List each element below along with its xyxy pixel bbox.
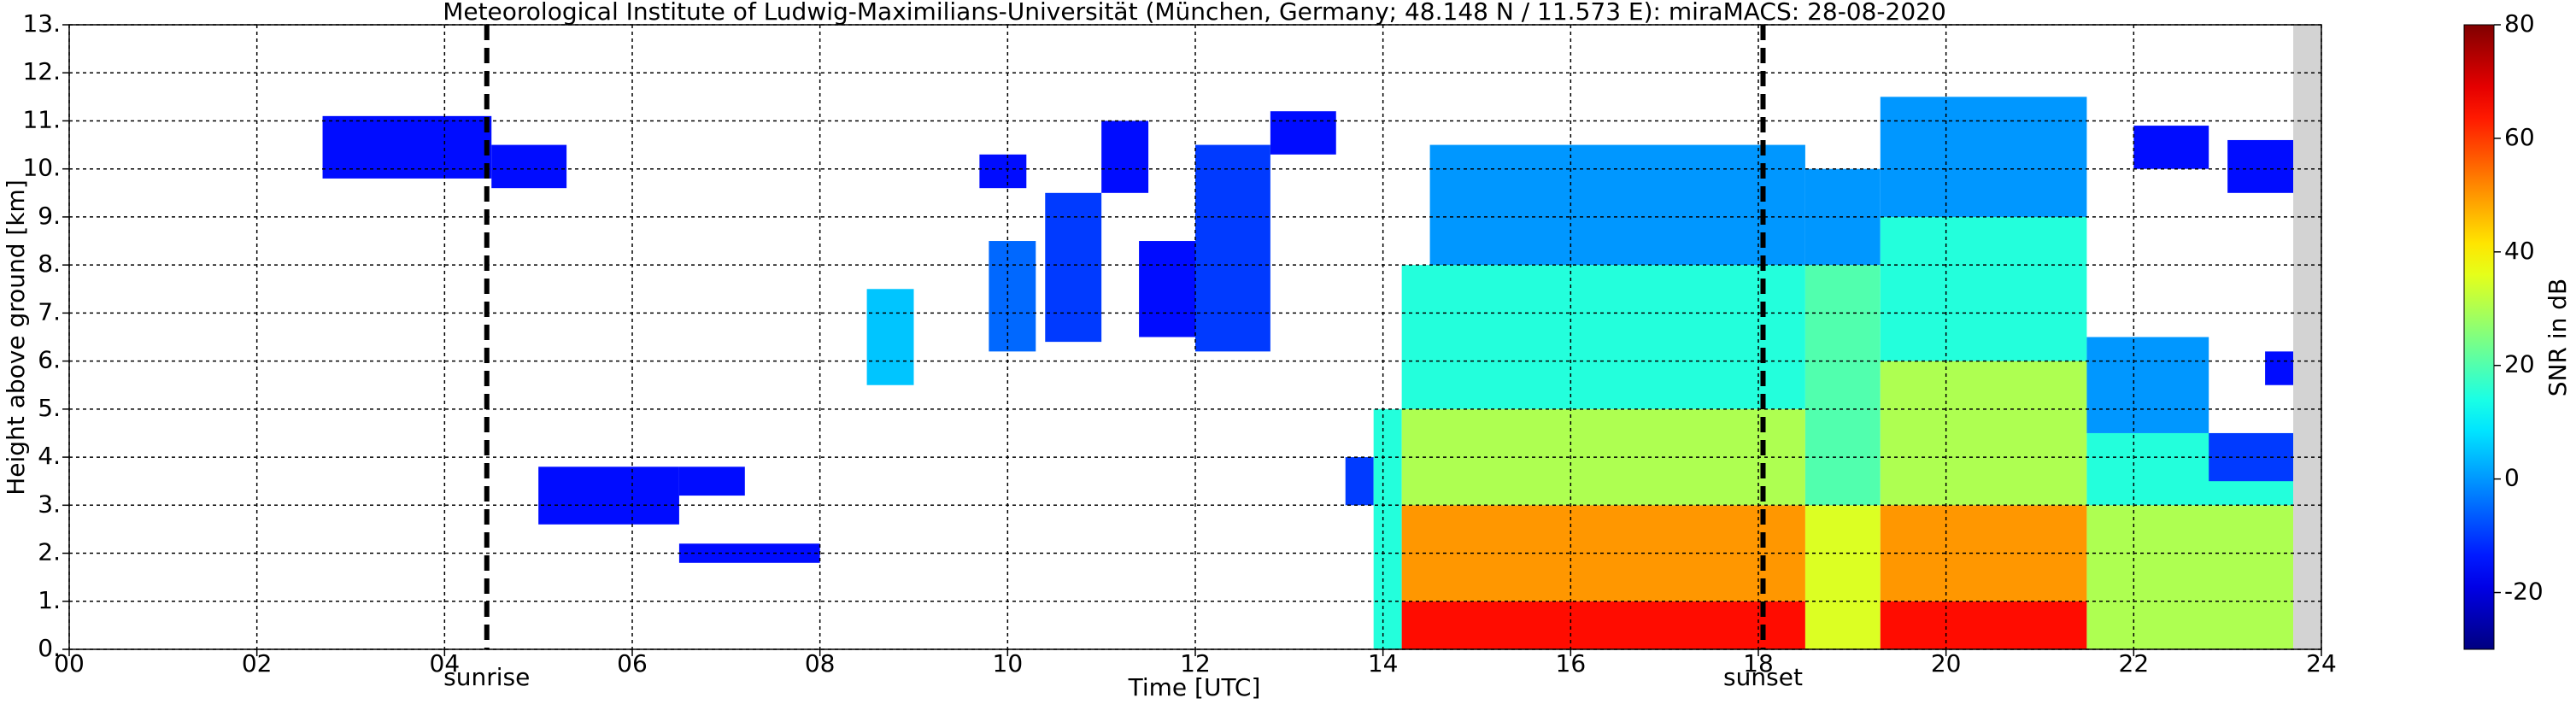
colorbar-tick-label: 60 [2504,123,2535,151]
echo-cell [2086,337,2209,433]
y-tick-label: 7. [38,297,61,326]
y-tick-label: 10. [22,154,61,182]
echo-cell [491,144,567,189]
y-tick-label: 1. [38,586,61,614]
x-tick-label: 20 [1931,649,1962,678]
echo-cell [538,466,679,525]
x-tick-label: 00 [54,649,85,678]
y-axis-label: Height above ground [km] [2,179,30,496]
y-tick-label: 4. [38,442,61,470]
echo-cell [1401,601,1805,649]
colorbar-tick-label: 0 [2504,464,2520,492]
annotation-label: sunset [1723,663,1803,691]
echo-cell [2227,139,2294,193]
plot-frame [68,24,2322,650]
y-tick-label: 2. [38,538,61,566]
echo-cell [1804,505,1881,649]
echo-cell [1429,144,1805,266]
echo-cell [1401,265,1805,409]
annotation-label: sunrise [443,663,530,691]
missing-data [2293,25,2321,649]
echo-cell [1270,111,1336,155]
echo-cell [2265,351,2294,385]
x-axis-label: Time [UTC] [1128,673,1261,701]
echo-cell [1373,408,1402,649]
echo-cell [1345,457,1374,506]
y-tick-label: 9. [38,202,61,230]
x-tick-label: 04 [430,649,461,678]
echo-cell [979,154,1027,189]
echo-cell [2086,505,2294,649]
x-tick-label: 16 [1556,649,1587,678]
x-tick-label: 24 [2306,649,2337,678]
x-tick-label: 14 [1368,649,1399,678]
echo-cell [678,543,820,563]
chart-title: Meteorological Institute of Ludwig-Maxim… [443,0,1946,26]
colorbar [2463,24,2495,650]
colorbar-tick-label: -20 [2504,578,2544,606]
echo-cell [678,466,745,496]
echo-cell [866,289,914,385]
x-tick-label: 02 [242,649,273,678]
echo-cell [1101,120,1149,193]
echo-cell [989,241,1036,352]
y-tick-label: 13. [22,9,61,38]
y-tick-label: 0. [38,634,61,662]
x-tick-label: 10 [993,649,1024,678]
echo-cell [1045,192,1102,343]
colorbar-tick-label: 80 [2504,9,2535,38]
echo-cell [1804,265,1881,506]
y-tick-label: 6. [38,346,61,374]
echo-cell [1139,241,1195,337]
y-tick-label: 11. [22,105,61,133]
x-tick-label: 12 [1180,649,1211,678]
y-tick-label: 5. [38,394,61,422]
x-tick-label: 22 [2119,649,2150,678]
echo-cell [1195,144,1270,352]
echo-cell [322,115,492,179]
y-tick-label: 3. [38,490,61,518]
x-tick-label: 08 [805,649,836,678]
y-tick-label: 12. [22,57,61,85]
echo-cell [1880,216,2087,361]
y-tick-label: 8. [38,249,61,278]
colorbar-tick-label: 20 [2504,350,2535,378]
colorbar-label: SNR in dB [2544,279,2572,396]
colorbar-tick-label: 40 [2504,237,2535,265]
echo-cell [1880,361,2087,506]
echo-cell [2133,126,2209,169]
x-tick-label: 06 [617,649,648,678]
x-tick-label: 18 [1743,649,1774,678]
echo-cell [1880,97,2087,217]
echo-cell [1880,601,2087,649]
